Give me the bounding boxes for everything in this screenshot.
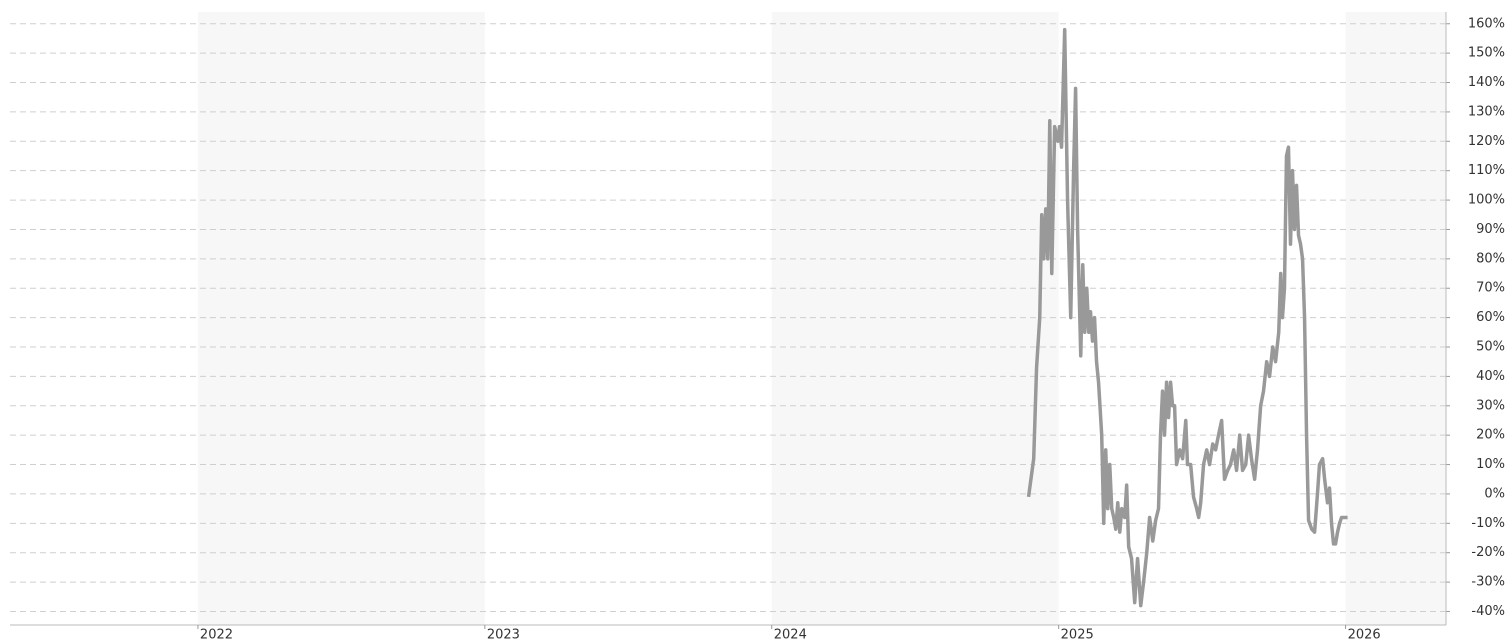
y-tick-label: 130% [1468,104,1505,119]
y-tick-label: 110% [1468,163,1505,178]
line [1026,27,1348,608]
y-tick-label: 10% [1476,457,1505,472]
x-tick-label: 2026 [1348,628,1381,639]
y-tick-label: -40% [1471,604,1505,619]
y-tick-label: 140% [1468,75,1505,90]
y-tick-label: 90% [1476,222,1505,237]
y-tick-label: 120% [1468,134,1505,149]
y-tick-label: 30% [1476,398,1505,413]
y-tick-label: -10% [1471,516,1505,531]
y-tick-label: 0% [1484,486,1505,501]
x-tick-label: 2022 [200,628,233,639]
y-tick-label: -30% [1471,575,1505,590]
y-tick-label: 20% [1476,428,1505,443]
x-tick-label: 2025 [1061,628,1094,639]
x-tick-label: 2024 [774,628,807,639]
y-tick-label: 100% [1468,193,1505,208]
y-tick-label: -20% [1471,545,1505,560]
y-tick-label: 40% [1476,369,1505,384]
y-tick-label: 160% [1468,16,1505,31]
y-tick-label: 150% [1468,46,1505,61]
y-tick-label: 70% [1476,281,1505,296]
year-band [197,12,485,625]
x-tick-label: 2023 [487,628,520,639]
year-band [1345,12,1446,625]
y-tick-label: 50% [1476,340,1505,355]
year-band [771,12,1059,625]
y-tick-label: 80% [1476,251,1505,266]
y-tick-label: 60% [1476,310,1505,325]
